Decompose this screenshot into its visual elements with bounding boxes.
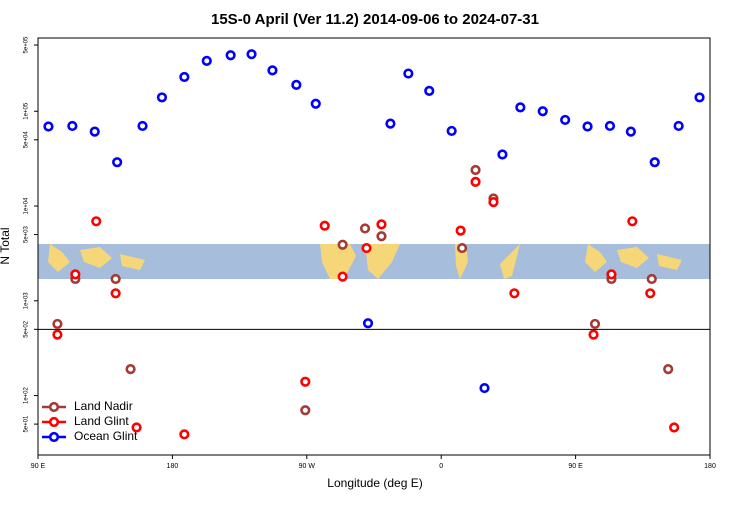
point: [359, 223, 371, 234]
x-tick-label: 90 W: [299, 463, 316, 470]
point: [319, 220, 330, 231]
point: [156, 92, 168, 103]
x-tick-label: 0: [439, 463, 443, 470]
point: [246, 49, 257, 60]
point: [110, 288, 121, 299]
point: [376, 231, 387, 242]
point: [362, 318, 374, 329]
point: [310, 98, 321, 109]
y-tick-label: 1e+04: [24, 197, 30, 215]
point: [89, 126, 100, 137]
point: [497, 149, 508, 160]
point: [337, 239, 348, 250]
point: [385, 118, 396, 129]
point: [225, 50, 236, 61]
point: [663, 364, 674, 375]
y-tick-label: 1e+05: [24, 102, 30, 120]
legend-marker: [48, 431, 60, 443]
point: [91, 216, 102, 227]
point: [604, 120, 616, 132]
point: [625, 126, 636, 137]
y-tick-label: 5e+01: [24, 415, 30, 433]
point: [337, 271, 348, 282]
point: [649, 157, 660, 168]
y-tick-label: 5e+03: [24, 225, 30, 243]
x-tick-label: 180: [167, 463, 179, 470]
plot-frame: [37, 37, 711, 456]
map-strip: [38, 244, 710, 279]
point: [560, 114, 571, 126]
point: [67, 120, 78, 132]
point: [179, 429, 190, 440]
point: [137, 120, 148, 132]
y-tick-label: 1e+03: [24, 292, 30, 310]
point: [646, 273, 657, 285]
point: [70, 269, 81, 280]
legend-marker: [48, 401, 60, 413]
legend-label: Land Nadir: [74, 399, 133, 413]
x-axis-label: Longitude (deg E): [327, 476, 422, 490]
point: [606, 269, 617, 280]
point: [267, 65, 278, 76]
point: [509, 288, 520, 299]
point: [52, 329, 63, 340]
point: [43, 121, 54, 132]
point: [291, 79, 302, 90]
point: [627, 216, 638, 227]
x-tick-label: 90 E: [568, 463, 583, 470]
point: [300, 405, 311, 416]
point: [694, 92, 705, 103]
y-axis-label: N Total: [0, 227, 12, 264]
point: [110, 273, 121, 285]
point: [361, 242, 372, 254]
y-tick-label: 5e+02: [24, 320, 30, 338]
point: [669, 422, 680, 433]
point: [131, 422, 142, 433]
point: [479, 382, 490, 394]
point: [112, 157, 123, 168]
point: [125, 364, 136, 375]
point: [300, 376, 311, 387]
point: [488, 197, 499, 208]
point: [515, 102, 526, 113]
point: [588, 329, 599, 340]
legend-label: Ocean Glint: [74, 429, 138, 443]
x-tick-label: 180: [704, 463, 716, 470]
chart-title: 15S-0 April (Ver 11.2) 2014-09-06 to 202…: [211, 11, 539, 28]
point: [457, 242, 468, 254]
point: [52, 318, 63, 330]
point: [376, 219, 387, 230]
point: [446, 125, 457, 137]
point: [470, 176, 481, 187]
point: [673, 120, 684, 132]
point: [645, 288, 656, 299]
point: [537, 106, 548, 117]
point: [470, 164, 481, 176]
x-tick-label: 90 E: [31, 463, 46, 470]
legend-marker: [48, 416, 60, 428]
point: [589, 318, 601, 330]
point: [582, 121, 593, 132]
point: [424, 85, 435, 97]
legend-label: Land Glint: [74, 414, 129, 428]
point: [179, 71, 190, 83]
y-tick-label: 5e+04: [24, 131, 30, 149]
point: [455, 225, 466, 236]
point: [403, 68, 414, 79]
y-tick-label: 5e+05: [24, 36, 30, 54]
point: [201, 55, 212, 66]
y-tick-label: 1e+02: [24, 386, 30, 404]
